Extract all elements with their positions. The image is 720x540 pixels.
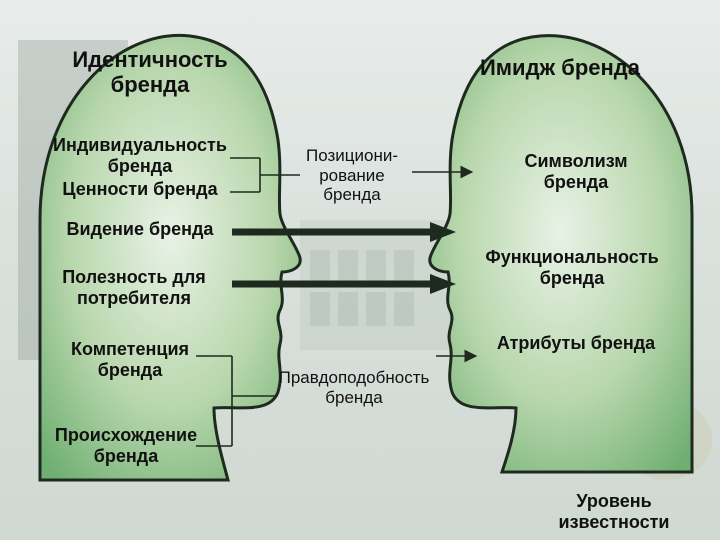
right-head-title: Имидж бренда xyxy=(440,55,680,80)
left-item-usefulness: Полезность дляпотребителя xyxy=(34,267,234,308)
right-item-symbolism: Символизмбренда xyxy=(476,151,676,192)
center-item-credibility: Правдоподобностьбренда xyxy=(254,368,454,407)
left-head xyxy=(40,35,300,480)
center-item-positioning: Позициони-рованиебренда xyxy=(277,146,427,205)
right-item-awareness: Уровеньизвестности xyxy=(514,491,714,532)
left-item-individuality: Индивидуальностьбренда xyxy=(40,135,240,176)
left-item-competence: Компетенциябренда xyxy=(30,339,230,380)
right-item-functionality: Функциональностьбренда xyxy=(462,247,682,288)
left-item-values: Ценности бренда xyxy=(40,179,240,200)
right-item-attributes: Атрибуты бренда xyxy=(466,333,686,354)
left-item-origin: Происхождениебренда xyxy=(26,425,226,466)
left-head-title: Идентичностьбренда xyxy=(30,47,270,98)
left-item-vision: Видение бренда xyxy=(40,219,240,240)
